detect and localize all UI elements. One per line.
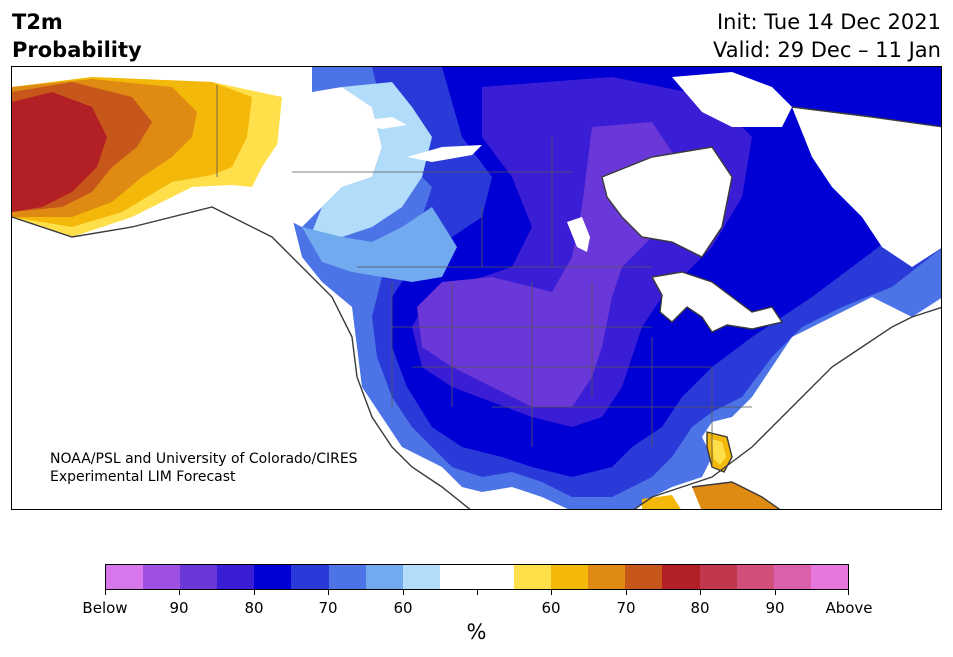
forecast-map: NOAA/PSL and University of Colorado/CIRE… bbox=[11, 66, 942, 510]
colorbar-segment bbox=[291, 565, 329, 589]
colorbar-segment bbox=[514, 565, 552, 589]
political-borders bbox=[216, 85, 752, 467]
colorbar-tick-label: 70 bbox=[616, 599, 636, 617]
northern-sea bbox=[672, 72, 792, 127]
colorbar-tick-label: Below bbox=[82, 599, 128, 617]
colorbar-segment bbox=[551, 565, 589, 589]
colorbar-segment bbox=[217, 565, 255, 589]
cuba-near-above bbox=[642, 495, 681, 509]
colorbar-segment bbox=[328, 565, 366, 589]
colorbar-tick-label: 90 bbox=[169, 599, 189, 617]
colorbar-unit: % bbox=[466, 620, 487, 644]
colorbar-segment bbox=[254, 565, 292, 589]
great-slave-lake bbox=[407, 145, 482, 162]
colorbar-tick bbox=[403, 590, 404, 595]
colorbar-segment bbox=[773, 565, 811, 589]
variable-title: T2m bbox=[12, 10, 63, 34]
colorbar-segment bbox=[810, 565, 848, 589]
init-date: Init: Tue 14 Dec 2021 bbox=[716, 10, 941, 34]
colorbar-tick-label: 70 bbox=[318, 599, 338, 617]
colorbar-segment bbox=[143, 565, 181, 589]
pacific-ocean bbox=[12, 207, 470, 509]
light-blue-band-2 bbox=[302, 207, 457, 282]
warm-region-80 bbox=[12, 92, 107, 212]
cuba-warm bbox=[692, 482, 780, 509]
colorbar-tick bbox=[477, 590, 478, 595]
probability-map-svg bbox=[12, 67, 941, 509]
credit-line-2: Experimental LIM Forecast bbox=[50, 469, 236, 485]
colorbar-tick-label: 80 bbox=[244, 599, 264, 617]
forecast-dates: Init: Tue 14 Dec 2021 Valid: 29 Dec – 11… bbox=[713, 8, 941, 64]
credit-line-1: NOAA/PSL and University of Colorado/CIRE… bbox=[50, 451, 358, 467]
colorbar-segment bbox=[699, 565, 737, 589]
colorbar-segment bbox=[476, 565, 515, 589]
colorbar-segment bbox=[662, 565, 700, 589]
colorbar-segment bbox=[180, 565, 218, 589]
colorbar-tick-label: 60 bbox=[541, 599, 561, 617]
colorbar-tick-label: Above bbox=[825, 599, 873, 617]
atlantic-gulf bbox=[634, 307, 941, 509]
great-bear-lake bbox=[352, 117, 407, 129]
lake-winnipeg bbox=[567, 217, 590, 252]
florida-near-above bbox=[712, 439, 726, 465]
colorbar-segment bbox=[106, 565, 144, 589]
colorbar-tick bbox=[179, 590, 180, 595]
colorbar-segment bbox=[439, 565, 477, 589]
great-lakes bbox=[652, 272, 782, 332]
colorbar-segment bbox=[365, 565, 403, 589]
colorbar-segment bbox=[402, 565, 440, 589]
light-blue-band bbox=[312, 82, 432, 237]
colorbar-tick bbox=[700, 590, 701, 595]
colorbar-tick-label: 60 bbox=[393, 599, 413, 617]
colorbar-tick bbox=[328, 590, 329, 595]
colorbar-tick bbox=[551, 590, 552, 595]
colorbar-segment bbox=[588, 565, 626, 589]
colorbar bbox=[105, 564, 849, 590]
colorbar-tick bbox=[254, 590, 255, 595]
map-title: T2m Probability bbox=[12, 8, 142, 64]
colorbar-segment bbox=[625, 565, 663, 589]
colorbar-tick bbox=[105, 590, 106, 595]
colorbar-ticks: Below 90 80 70 60 60 70 80 90 Above bbox=[82, 590, 873, 620]
colorbar-segment bbox=[736, 565, 774, 589]
colorbar-tick-label: 80 bbox=[690, 599, 710, 617]
credit-note: NOAA/PSL and University of Colorado/CIRE… bbox=[50, 450, 358, 486]
valid-range: Valid: 29 Dec – 11 Jan bbox=[712, 38, 941, 62]
labrador-sea bbox=[792, 107, 941, 267]
coastlines bbox=[12, 106, 941, 509]
colorbar-tick bbox=[626, 590, 627, 595]
colorbar-tick-label: 90 bbox=[765, 599, 785, 617]
colorbar-tick bbox=[775, 590, 776, 595]
colorbar-tick bbox=[848, 590, 849, 595]
product-subtitle: Probability bbox=[12, 38, 142, 62]
